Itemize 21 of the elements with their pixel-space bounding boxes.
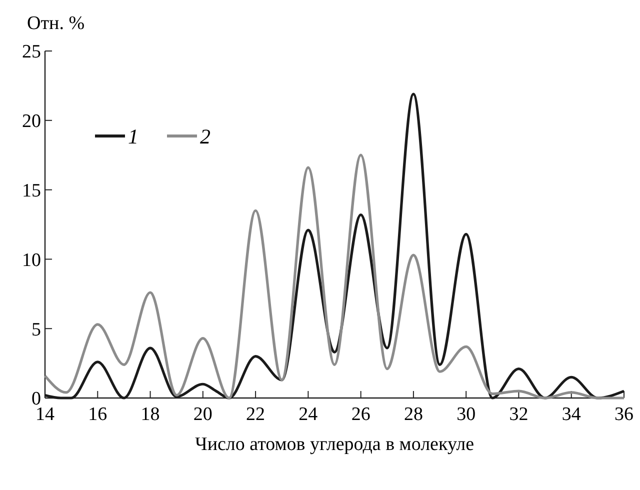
x-tick-label: 18 <box>140 404 160 425</box>
y-tick-label: 15 <box>22 180 41 202</box>
x-tick-label: 14 <box>36 404 55 425</box>
x-axis-title: Число атомов углерода в молекуле <box>194 434 474 455</box>
legend-label: 2 <box>200 124 211 148</box>
x-tick-label: 30 <box>456 404 476 425</box>
x-tick-label: 20 <box>193 404 212 425</box>
y-tick-label: 5 <box>32 319 41 340</box>
x-tick-label: 28 <box>404 404 423 425</box>
x-tick-label: 36 <box>614 404 634 425</box>
y-tick-label: 10 <box>22 250 41 271</box>
x-tick-label: 24 <box>298 404 318 425</box>
x-tick-label: 16 <box>88 404 108 425</box>
x-tick-label: 22 <box>246 404 266 425</box>
x-tick-label: 32 <box>509 404 528 425</box>
x-tick-label: 26 <box>351 404 370 425</box>
x-tick-label: 34 <box>562 404 582 425</box>
legend-label: 1 <box>128 124 138 148</box>
y-tick-label: 20 <box>22 111 41 132</box>
y-tick-label: 25 <box>22 42 41 63</box>
y-axis-title: Отн. % <box>27 13 85 34</box>
